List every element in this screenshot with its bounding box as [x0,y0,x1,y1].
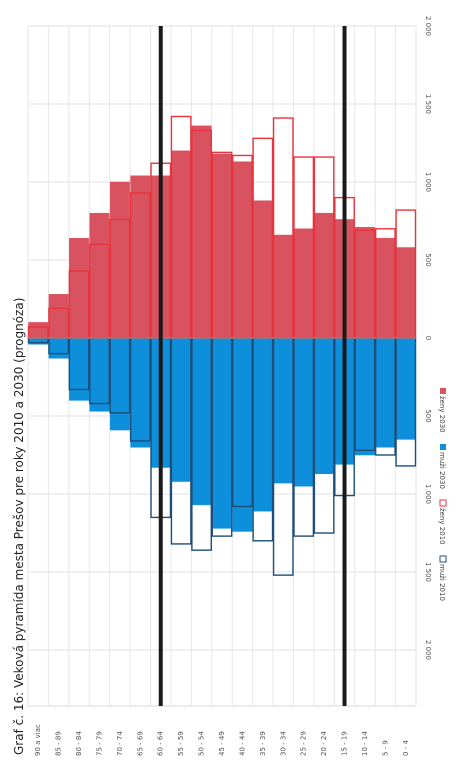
age-category-label: 15 - 19 [341,731,349,756]
age-category-label: 75 - 79 [95,731,103,756]
value-tick-label: 1 500 [424,562,432,582]
bar-ženy-2030 [48,294,69,339]
age-category-label: 90 a viac [34,724,42,756]
bar-muži-2030 [191,337,212,506]
age-category-label: 25 - 29 [300,731,308,756]
age-category-label: 55 - 59 [177,731,185,756]
legend-swatch [439,555,447,563]
age-category-label: 5 - 9 [381,740,389,756]
bar-muži-2030 [69,337,90,401]
bar-ženy-2030 [375,237,396,339]
bar-ženy-2030 [130,175,151,339]
value-tick-label: 2 000 [424,640,432,660]
bar-muži-2030 [273,337,294,484]
bar-ženy-2030 [252,200,273,339]
bar-ženy-2030 [273,234,294,339]
age-category-label: 85 - 89 [55,731,63,756]
value-tick-label: 1 000 [424,172,432,192]
value-tick-label: 500 [424,253,432,266]
bar-muži-2030 [89,337,110,412]
legend-item: ženy 2030 [438,388,446,433]
bar-ženy-2030 [354,226,375,339]
bar-muži-2030 [232,337,253,532]
bar-ženy-2030 [28,322,49,339]
bar-ženy-2030 [171,150,192,339]
legend-item: muži 2010 [438,555,447,601]
age-category-label: 10 - 14 [361,731,369,756]
bar-muži-2030 [212,337,232,529]
age-category-label: 80 - 84 [75,731,83,756]
bar-muži-2030 [314,337,335,474]
legend-swatch [440,444,446,450]
bar-ženy-2030 [395,247,416,339]
bar-ženy-2030 [293,228,314,339]
age-category-label: 70 - 74 [116,731,124,756]
bar-muži-2030 [252,337,273,512]
legend-swatch [440,388,446,394]
legend-swatch [439,499,447,507]
value-tick-label: 1 000 [424,484,432,504]
age-category-label: 40 - 44 [238,731,246,756]
value-tick-label: 0 [424,336,432,340]
legend-item: muži 2030 [438,444,446,489]
age-category-label: 30 - 34 [279,731,287,756]
age-category-label: 35 - 39 [259,731,267,756]
age-category-label: 0 - 4 [402,740,410,756]
bar-ženy-2030 [191,125,212,339]
age-category-label: 45 - 49 [218,731,226,756]
age-category-label: 65 - 69 [136,731,144,756]
bar-ženy-2030 [89,212,110,339]
legend-label: ženy 2030 [438,396,446,433]
bar-ženy-2030 [212,153,232,339]
value-tick-label: 1 500 [424,94,432,114]
legend-label: ženy 2010 [438,508,446,545]
bar-muži-2030 [109,337,130,431]
bar-muži-2030 [375,337,396,448]
bar-ženy-2030 [109,181,130,339]
bar-muži-2030 [171,337,192,482]
legend-label: muži 2010 [438,564,446,601]
bar-muži-2030 [354,337,375,456]
value-tick-label: 500 [424,409,432,422]
age-category-label: 50 - 54 [198,731,206,756]
bar-muži-2030 [293,337,314,487]
bar-ženy-2030 [232,161,253,339]
legend-label: muži 2030 [438,452,446,489]
legend-item: ženy 2010 [438,499,447,545]
bar-ženy-2030 [69,237,90,339]
bar-muži-2030 [130,337,151,448]
value-tick-label: 2 000 [424,16,432,36]
bar-ženy-2030 [314,212,335,339]
bar-muži-2030 [48,337,69,359]
age-category-label: 60 - 64 [157,731,165,756]
bar-muži-2030 [395,337,416,440]
age-category-label: 20 - 24 [320,731,328,756]
